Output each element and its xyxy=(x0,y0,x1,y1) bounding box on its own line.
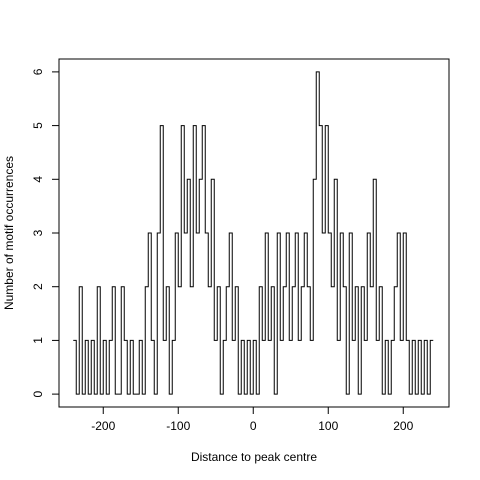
y-tick-label: 2 xyxy=(31,283,45,290)
data-line xyxy=(73,71,434,395)
y-tick-label: 4 xyxy=(31,176,45,183)
y-axis-label: Number of motif occurrences xyxy=(2,156,16,310)
x-tick-label: -200 xyxy=(91,419,115,433)
x-axis-label: Distance to peak centre xyxy=(191,450,317,464)
y-tick-label: 6 xyxy=(31,68,45,75)
y-tick-label: 1 xyxy=(31,337,45,344)
y-tick-label: 5 xyxy=(31,122,45,129)
x-tick-label: 200 xyxy=(393,419,413,433)
x-tick-label: 0 xyxy=(250,419,257,433)
y-tick-label: 0 xyxy=(31,390,45,397)
x-tick-label: 100 xyxy=(318,419,338,433)
plot-box xyxy=(58,58,450,408)
y-tick-label: 3 xyxy=(31,229,45,236)
x-tick-label: -100 xyxy=(166,419,190,433)
